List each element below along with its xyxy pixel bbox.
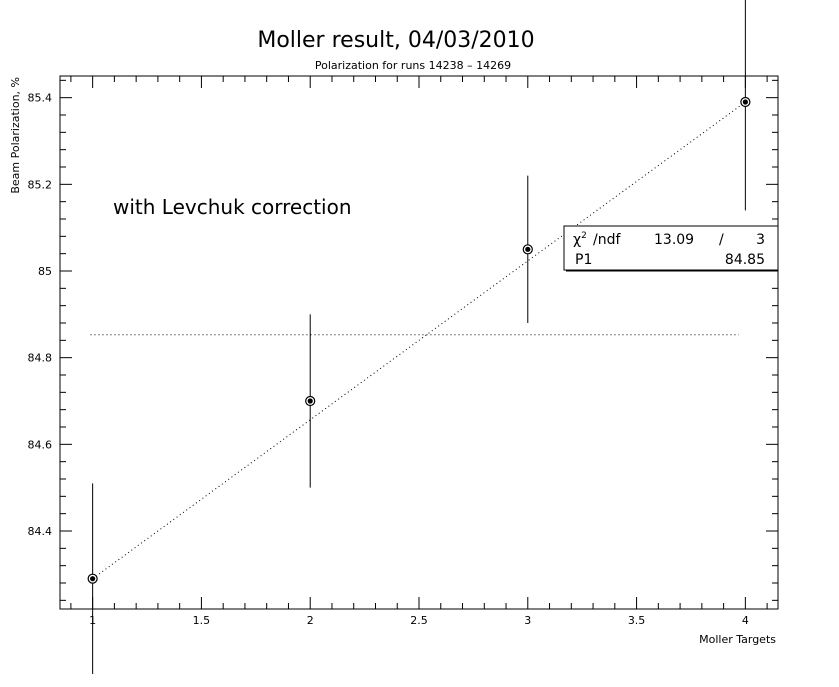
stats-p1-value: 84.85: [725, 252, 765, 268]
x-axis-label: Moller Targets: [699, 633, 776, 646]
plot-frame: [59, 75, 779, 610]
stats-p1-label: P1: [575, 252, 592, 268]
data-point: [307, 398, 313, 404]
stats-ndf-value: 3: [756, 232, 765, 248]
y-axis-tick-labels: 84.4 84.6 84.8 85 85.2 85.4: [28, 92, 53, 538]
y-tick-label: 84.4: [28, 525, 53, 538]
y-tick-label: 84.8: [28, 352, 53, 365]
chart-subtitle: Polarization for runs 14238 – 14269: [315, 59, 511, 72]
y-axis-ticks: [60, 79, 778, 601]
y-tick-label: 85.2: [28, 178, 53, 191]
stats-box: χ2 /ndf 13.09 / 3 P1 84.85: [563, 225, 779, 272]
y-tick-label: 85.4: [28, 92, 53, 105]
x-tick-label: 2.5: [410, 614, 428, 627]
data-points: [87, 0, 751, 674]
x-tick-label: 1.5: [193, 614, 211, 627]
stats-chi2-separator: /: [719, 232, 724, 248]
x-tick-label: 2: [307, 614, 314, 627]
trend-line: [92, 101, 746, 580]
y-axis-label: Beam Polarization, %: [9, 77, 22, 194]
stats-box-frame: [563, 225, 779, 271]
stats-chi2-value: 13.09: [654, 232, 694, 248]
chart-title: Moller result, 04/03/2010: [257, 28, 534, 53]
correction-annotation: with Levchuk correction: [113, 195, 352, 219]
x-tick-label: 3: [524, 614, 531, 627]
x-tick-label: 3.5: [628, 614, 646, 627]
data-point: [90, 576, 96, 582]
stats-chi2-label: /ndf: [593, 232, 621, 248]
x-tick-label: 4: [742, 614, 749, 627]
y-tick-label: 84.6: [28, 438, 53, 451]
stats-box-shadow: [566, 270, 778, 272]
data-point: [742, 99, 748, 105]
data-point: [525, 246, 531, 252]
y-tick-label: 85: [38, 265, 52, 278]
x-axis-tick-labels: 11.522.533.54: [89, 614, 749, 627]
x-axis-ticks: [70, 76, 768, 609]
